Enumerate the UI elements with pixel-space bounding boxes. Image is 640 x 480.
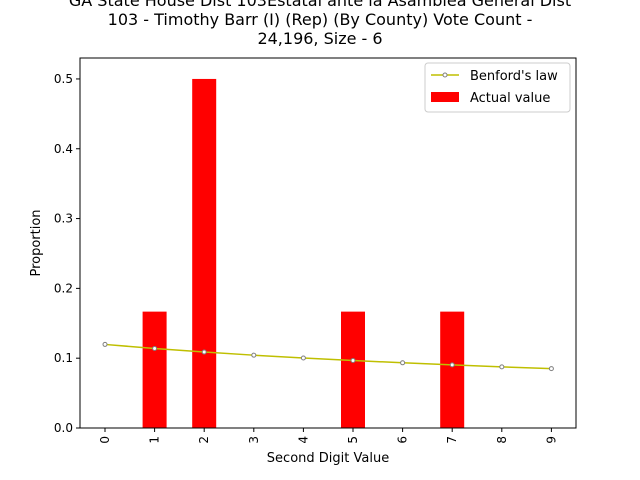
y-tick-label: 0.3 — [54, 212, 73, 226]
plot-frame — [79, 57, 577, 429]
benford-point-7 — [449, 362, 455, 368]
benford-point-3 — [251, 352, 257, 358]
bar-2 — [192, 78, 217, 429]
benford-point-1 — [152, 345, 158, 351]
x-tick-label: 7 — [445, 436, 459, 444]
x-tick-label: 6 — [396, 436, 410, 444]
y-tick-label: 0.0 — [54, 421, 73, 435]
x-tick-label: 9 — [544, 436, 558, 444]
bar-5 — [341, 311, 365, 428]
benford-point-2 — [201, 349, 207, 355]
chart-title: GA State House Dist 103Estatal ante la A… — [68, 0, 572, 48]
benford-line-layer — [102, 341, 554, 372]
legend: Benford's law Actual value — [424, 62, 571, 113]
benford-point-9 — [548, 366, 554, 372]
bar-7 — [440, 311, 465, 428]
x-axis-label: Second Digit Value — [267, 451, 389, 466]
benford-point-0 — [102, 341, 108, 347]
x-tick-label: 8 — [495, 436, 509, 444]
benford-point-5 — [350, 357, 356, 363]
legend-benford-marker — [442, 72, 448, 78]
legend-benford-label: Benford's law — [470, 69, 558, 84]
x-axis: 0 1 2 3 4 5 6 7 8 9 — [98, 428, 558, 444]
y-axis-label: Proportion — [29, 209, 44, 276]
x-tick-label: 5 — [346, 436, 360, 444]
x-tick-label: 4 — [296, 436, 310, 444]
benford-point-4 — [300, 355, 306, 361]
bar-1 — [142, 311, 167, 428]
benford-point-6 — [400, 360, 406, 366]
y-tick-label: 0.1 — [54, 351, 73, 365]
x-tick-label: 2 — [197, 436, 211, 444]
benford-point-8 — [499, 364, 505, 370]
benford-line — [104, 343, 552, 370]
legend-actual-label: Actual value — [470, 91, 550, 106]
y-tick-label: 0.5 — [54, 72, 73, 86]
y-axis: 0.0 0.1 0.2 0.3 0.4 0.5 — [54, 72, 80, 435]
bars-layer — [142, 78, 465, 429]
x-tick-label: 0 — [98, 436, 112, 444]
x-tick-label: 3 — [247, 436, 261, 444]
y-tick-label: 0.2 — [54, 281, 73, 295]
x-tick-label: 1 — [148, 436, 162, 444]
y-tick-label: 0.4 — [54, 142, 73, 156]
legend-box — [424, 62, 571, 113]
legend-actual-swatch — [431, 92, 459, 102]
